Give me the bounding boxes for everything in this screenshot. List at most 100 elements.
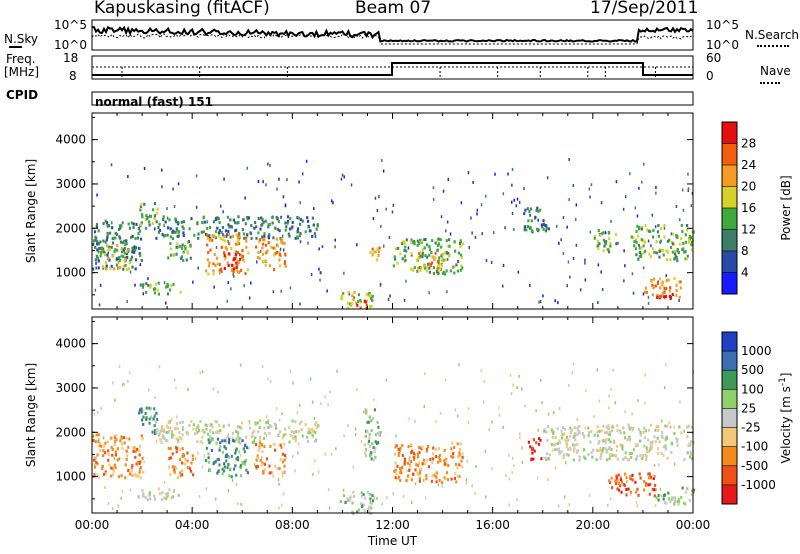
range-cell [267,225,270,229]
range-cell [158,432,161,436]
noise-cell [573,362,575,366]
range-cell [662,248,665,252]
range-cell [596,430,599,434]
range-cell [197,424,200,428]
range-cell [426,445,430,448]
range-cell [573,426,576,430]
range-cell [180,255,183,259]
range-cell [369,497,372,501]
range-cell [433,257,436,261]
range-cell [156,428,159,431]
range-cell [235,266,238,269]
range-cell [146,498,149,502]
range-cell [104,472,108,476]
range-cell [347,290,350,294]
range-cell [431,261,434,265]
range-cell [418,471,422,475]
range-cell [456,269,459,273]
range-cell [656,425,659,429]
range-cell [288,440,291,444]
range-cell [276,227,279,231]
range-cell [643,290,647,294]
noise-cell [235,436,237,440]
range-cell [163,496,166,500]
range-cell [223,462,226,466]
range-cell [442,270,445,274]
range-cell [222,424,225,428]
noise-cell [127,379,129,383]
range-cell [367,509,370,513]
noise-cell [285,455,287,459]
range-cell [683,250,686,254]
range-cell [93,230,97,234]
nsearch-tick-top: 10^5 [706,18,739,32]
range-cell [140,203,143,207]
range-cell [342,494,346,498]
range-cell [689,443,692,447]
range-cell [119,266,122,270]
range-cell [187,240,190,243]
range-cell [629,475,632,479]
noise-cell [114,398,116,402]
range-cell [424,254,427,258]
range-cell [284,221,287,225]
range-cell [616,487,619,491]
range-cell [176,427,179,431]
range-cell [431,461,434,465]
range-cell [92,434,95,438]
noise-cell [502,192,505,196]
range-cell [367,439,371,443]
range-cell [461,452,464,456]
range-cell [684,240,687,244]
range-cell [218,234,221,238]
noise-cell [230,287,232,291]
range-cell [642,251,645,255]
noise-cell [437,483,440,487]
range-cell [304,230,307,234]
range-cell [177,234,180,238]
noise-cell [690,204,692,208]
range-cell [611,486,614,490]
range-cell [284,228,287,232]
range-cell [423,246,426,250]
noise-cell [691,191,694,195]
range-cell [675,233,678,237]
range-cell [274,226,277,230]
range-cell [274,448,277,452]
noise-cell [568,503,571,507]
noise-cell [272,290,275,294]
range-cell [134,246,138,250]
colorbar-segment [722,272,737,294]
noise-cell [524,404,526,408]
range-cell [643,488,646,492]
range-cell [399,446,402,450]
range-cell [357,508,360,512]
range-cell [298,234,301,238]
range-cell [244,459,248,462]
range-cell [587,426,590,430]
range-cell [164,234,167,238]
noise-cell [654,225,657,229]
range-cell [445,251,449,255]
range-cell [180,220,183,224]
range-cell [176,242,179,246]
range-cell [139,237,143,241]
range-cell [642,239,645,243]
range-cell [286,219,290,223]
range-cell [531,446,534,450]
range-cell [171,465,175,469]
range-cell [139,254,142,258]
range-cell [269,471,272,475]
range-cell [548,453,551,457]
range-cell [197,429,201,433]
range-cell [167,446,170,450]
range-cell [182,227,185,231]
noise-cell [267,377,269,381]
range-cell [186,250,189,254]
range-cell [634,480,637,484]
range-cell [309,431,312,435]
range-cell [261,450,264,454]
range-cell [238,425,241,429]
noise-cell [237,502,239,506]
